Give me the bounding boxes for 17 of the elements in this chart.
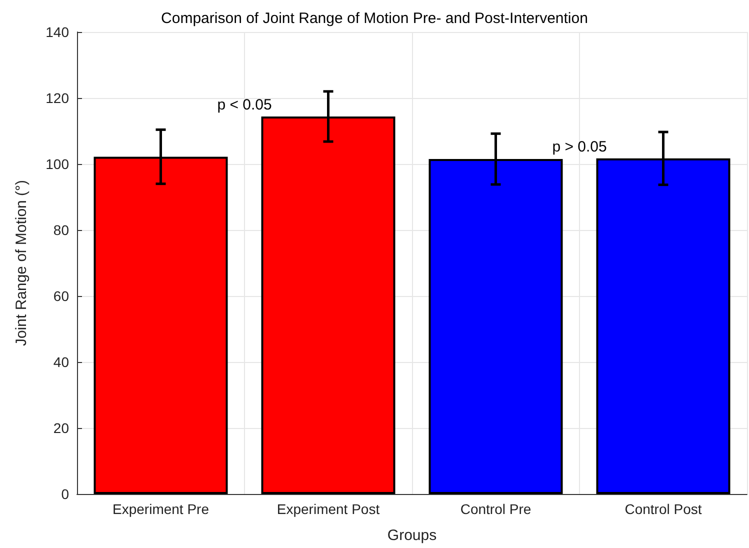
x-tick-label: Control Pre: [460, 501, 532, 517]
annotation: p > 0.05: [552, 138, 607, 156]
y-tick-label: 120: [46, 90, 70, 106]
y-tick-label: 60: [53, 288, 70, 304]
x-tick-label: Experiment Post: [276, 501, 380, 517]
x-tick-label: Control Post: [624, 501, 702, 517]
y-tick-label: 20: [53, 420, 70, 436]
annotation: p < 0.05: [217, 96, 272, 114]
y-axis-title: Joint Range of Motion (°): [13, 180, 30, 346]
y-tick-label: 140: [46, 24, 70, 40]
x-axis-title: Groups: [387, 527, 437, 544]
y-tick-label: 100: [46, 156, 70, 172]
x-tick-label: Experiment Pre: [112, 501, 210, 517]
y-tick-label: 80: [53, 222, 70, 238]
chart-title: Comparison of Joint Range of Motion Pre- and Post-Intervention: [161, 10, 588, 27]
y-tick-label: 40: [53, 354, 70, 370]
y-tick-label: 0: [61, 486, 70, 502]
